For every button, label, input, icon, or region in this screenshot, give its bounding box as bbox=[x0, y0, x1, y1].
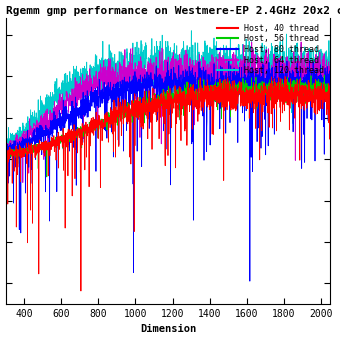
Text: Rgemm gmp performance on Westmere-EP 2.4GHz 20x2 cores: Rgemm gmp performance on Westmere-EP 2.4… bbox=[5, 5, 340, 16]
X-axis label: Dimension: Dimension bbox=[140, 324, 196, 335]
Legend: Host, 40 thread, Host, 56 thread, Host, 80 thread, Host, 64 thread, Host, 120 th: Host, 40 thread, Host, 56 thread, Host, … bbox=[215, 22, 326, 77]
